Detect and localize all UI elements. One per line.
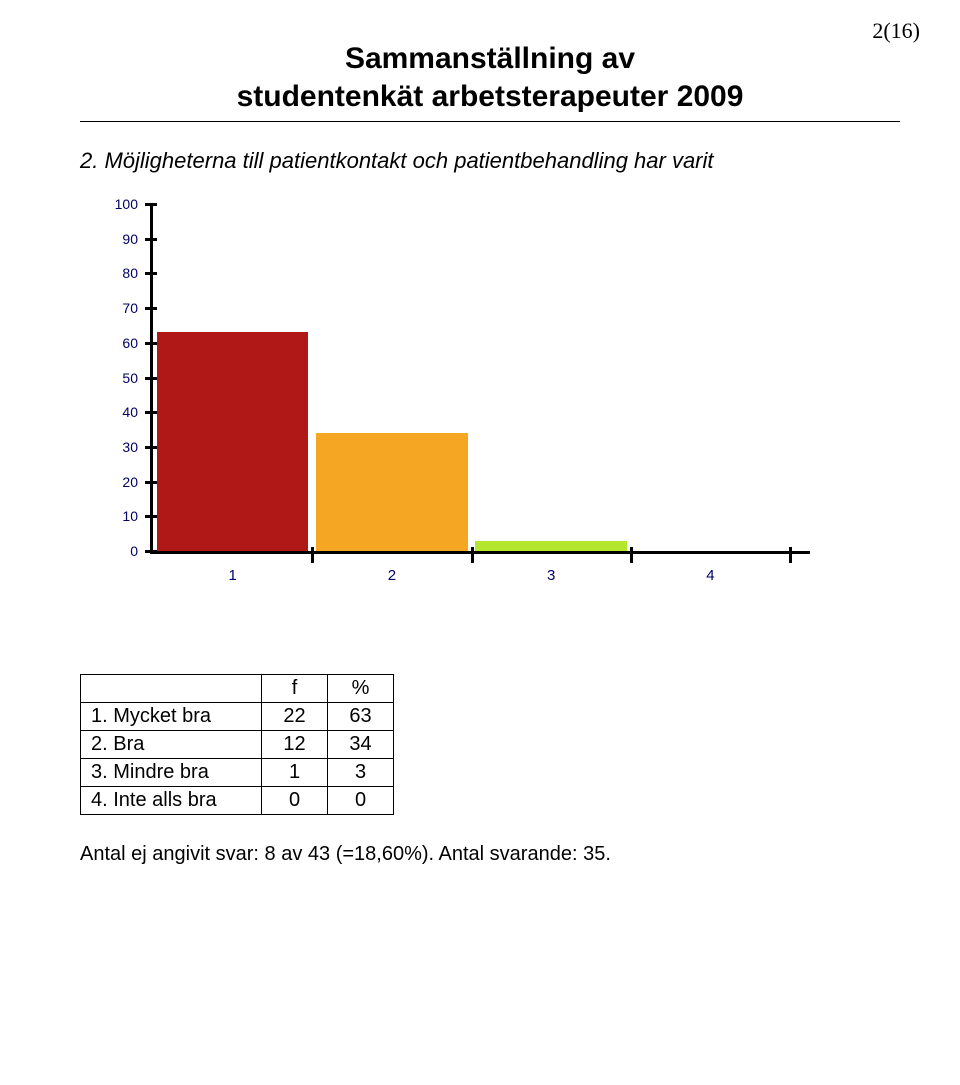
y-tick bbox=[145, 446, 157, 449]
x-axis-label: 4 bbox=[690, 567, 730, 584]
row-f: 0 bbox=[262, 787, 328, 815]
table-row: 3. Mindre bra13 bbox=[81, 759, 394, 787]
y-tick bbox=[145, 515, 157, 518]
bar-chart: 01020304050607080901001234 bbox=[90, 204, 900, 584]
x-axis-label: 2 bbox=[372, 567, 412, 584]
x-axis-line bbox=[150, 551, 810, 554]
y-tick bbox=[145, 377, 157, 380]
table-header-blank bbox=[81, 675, 262, 703]
x-tick bbox=[311, 547, 314, 563]
plot-area bbox=[153, 204, 790, 551]
x-tick bbox=[630, 547, 633, 563]
y-tick bbox=[145, 238, 157, 241]
row-pct: 3 bbox=[328, 759, 394, 787]
page-title-block: Sammanställning av studentenkät arbetste… bbox=[80, 40, 900, 115]
row-pct: 0 bbox=[328, 787, 394, 815]
y-axis-label: 10 bbox=[90, 508, 138, 524]
y-axis-label: 70 bbox=[90, 300, 138, 316]
x-axis-label: 1 bbox=[213, 567, 253, 584]
y-tick bbox=[145, 272, 157, 275]
chart-bar bbox=[475, 541, 626, 551]
y-axis-label: 80 bbox=[90, 265, 138, 281]
table-row: 2. Bra1234 bbox=[81, 731, 394, 759]
row-f: 1 bbox=[262, 759, 328, 787]
y-axis-label: 0 bbox=[90, 543, 138, 559]
title-divider bbox=[80, 121, 900, 122]
y-tick bbox=[145, 481, 157, 484]
response-summary: Antal ej angivit svar: 8 av 43 (=18,60%)… bbox=[80, 843, 900, 866]
y-axis-label: 20 bbox=[90, 474, 138, 490]
row-label: 4. Inte alls bra bbox=[81, 787, 262, 815]
title-line-2: studentenkät arbetsterapeuter 2009 bbox=[237, 80, 744, 113]
row-f: 12 bbox=[262, 731, 328, 759]
table-header-pct: % bbox=[328, 675, 394, 703]
y-tick bbox=[145, 203, 157, 206]
y-axis-label: 100 bbox=[90, 196, 138, 212]
page-number: 2(16) bbox=[872, 18, 920, 44]
table-row: 4. Inte alls bra00 bbox=[81, 787, 394, 815]
question-text: 2. Möjligheterna till patientkontakt och… bbox=[80, 148, 900, 174]
y-axis-label: 90 bbox=[90, 231, 138, 247]
table-header-f: f bbox=[262, 675, 328, 703]
chart-bar bbox=[157, 332, 308, 551]
x-tick bbox=[789, 547, 792, 563]
x-tick bbox=[471, 547, 474, 563]
y-axis-label: 30 bbox=[90, 439, 138, 455]
y-axis-label: 40 bbox=[90, 404, 138, 420]
row-label: 3. Mindre bra bbox=[81, 759, 262, 787]
y-tick bbox=[145, 550, 157, 553]
row-pct: 34 bbox=[328, 731, 394, 759]
row-pct: 63 bbox=[328, 703, 394, 731]
y-axis-label: 60 bbox=[90, 335, 138, 351]
chart-bar bbox=[316, 433, 467, 551]
results-table: f % 1. Mycket bra22632. Bra12343. Mindre… bbox=[80, 674, 394, 815]
y-tick bbox=[145, 342, 157, 345]
title-line-1: Sammanställning av bbox=[345, 42, 635, 75]
row-label: 2. Bra bbox=[81, 731, 262, 759]
document-page: 2(16) Sammanställning av studentenkät ar… bbox=[0, 0, 960, 1085]
table-header-row: f % bbox=[81, 675, 394, 703]
y-axis-label: 50 bbox=[90, 370, 138, 386]
row-label: 1. Mycket bra bbox=[81, 703, 262, 731]
row-f: 22 bbox=[262, 703, 328, 731]
y-tick bbox=[145, 411, 157, 414]
table-row: 1. Mycket bra2263 bbox=[81, 703, 394, 731]
y-tick bbox=[145, 307, 157, 310]
x-axis-label: 3 bbox=[531, 567, 571, 584]
